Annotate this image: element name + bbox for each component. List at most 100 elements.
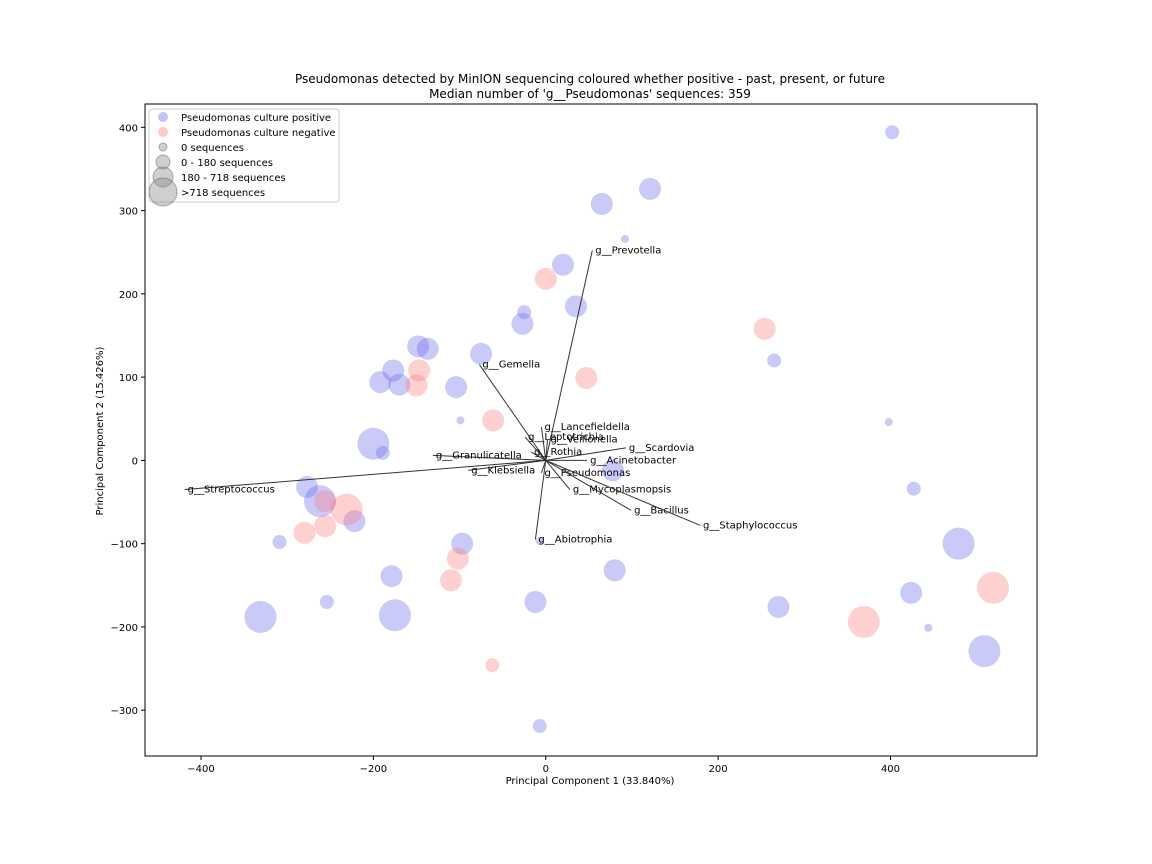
legend-marker [158,127,168,137]
y-tick-label: 400 [119,123,138,134]
positive-point [244,600,277,633]
loadings-layer: g__Prevotella g__Gemella g__Lancefieldella… [184,246,797,545]
positive-point [517,305,532,320]
legend-label: Pseudomonas culture negative [181,128,336,139]
y-tick-label: 200 [119,290,138,301]
points-layer [244,125,1010,734]
positive-point [272,534,287,549]
y-tick-label: 300 [119,207,138,218]
negative-point [408,359,431,382]
positive-point [382,359,405,382]
loading-label: g__Lancefieldella [544,422,629,433]
loading-label: g__Prevotella [595,246,661,257]
loading-arrow [545,459,701,526]
loading-label: g__Bacillus [634,505,689,516]
legend-box [148,108,340,203]
y-tick-label: 0 [132,456,138,467]
legend-marker [148,177,178,207]
positive-point [532,719,547,734]
loading-arrow [545,439,548,461]
positive-point [319,594,334,609]
loading-arrow [524,436,547,461]
negative-point [575,366,598,389]
positive-point [524,590,547,613]
loading-arrow [468,459,546,471]
positive-point [885,125,900,140]
positive-point [968,635,1001,668]
positive-point [369,371,392,394]
legend-marker [155,154,171,170]
negative-point [330,493,363,526]
negative-point [439,569,462,592]
positive-point [590,192,613,215]
negative-point [314,515,337,538]
loading-label: g__Veillonella [550,435,617,446]
positive-point [884,418,893,427]
negative-point [314,490,337,513]
legend-marker [152,166,174,188]
positive-point [924,623,933,632]
negative-point [446,547,469,570]
loading-label: g__Gemella [482,360,540,371]
legend-label: 0 sequences [181,143,244,154]
positive-point [445,376,468,399]
x-tick-label: −200 [360,764,387,775]
positive-point [416,337,439,360]
y-tick-label: 100 [119,373,138,384]
loading-label: g__Streptococcus [188,485,275,496]
loading-arrow [184,459,546,491]
chart-title: Pseudomonas detected by MinION sequencin… [295,72,885,86]
negative-point [977,571,1010,604]
positive-point [470,342,493,365]
axes-layer: −400 −200 0 200 400 −300 −200 −100 0 100 200 300 400 [111,103,1038,775]
legend-label: 0 - 180 sequences [181,158,273,169]
loading-arrow [530,451,547,461]
positive-point [942,527,975,560]
loading-arrow [534,460,547,540]
y-tick-label: −300 [111,706,138,717]
positive-point [767,595,790,618]
positive-point [639,177,662,200]
positive-point [601,459,624,482]
loading-arrow [545,250,593,461]
loading-label: g__Acinetobacter [590,455,677,466]
positive-point [767,353,782,368]
x-tick-label: 400 [881,764,900,775]
loading-label: g__Mycoplasmopsis [573,485,671,496]
positive-point [551,253,574,276]
positive-point [535,537,544,546]
loading-label: g__Granulicatella [436,450,522,461]
chart-subtitle: Median number of 'g__Pseudomonas' sequen… [429,87,751,101]
positive-point [603,559,626,582]
positive-point [380,565,403,588]
loading-arrow [540,427,547,461]
negative-point [485,658,500,673]
loading-label: g__Rothia [534,447,582,458]
loading-arrow [432,454,546,461]
positive-point [343,510,366,533]
legend-label: Pseudomonas culture positive [181,113,331,124]
positive-point [511,312,534,335]
x-tick-label: 200 [709,764,728,775]
positive-point [357,427,390,460]
negative-point [534,267,557,290]
y-axis-label: Principal Component 2 (15.426%) [95,346,106,515]
positive-point [375,445,390,460]
loading-arrow [478,364,547,461]
positive-point [407,335,430,358]
positive-point [621,234,630,243]
negative-point [405,374,428,397]
legend-label: >718 sequences [181,188,265,199]
positive-point [388,373,411,396]
y-tick-label: −100 [111,540,138,551]
negative-point [482,409,505,432]
positive-point [900,581,923,604]
positive-point [303,485,336,518]
loading-arrow [545,447,626,461]
loading-arrow [545,459,632,511]
negative-point [293,521,316,544]
x-tick-label: −400 [187,764,214,775]
positive-point [378,599,411,632]
loading-label: g__Klebsiella [471,465,535,476]
loading-label: g__Scardovia [629,443,695,454]
